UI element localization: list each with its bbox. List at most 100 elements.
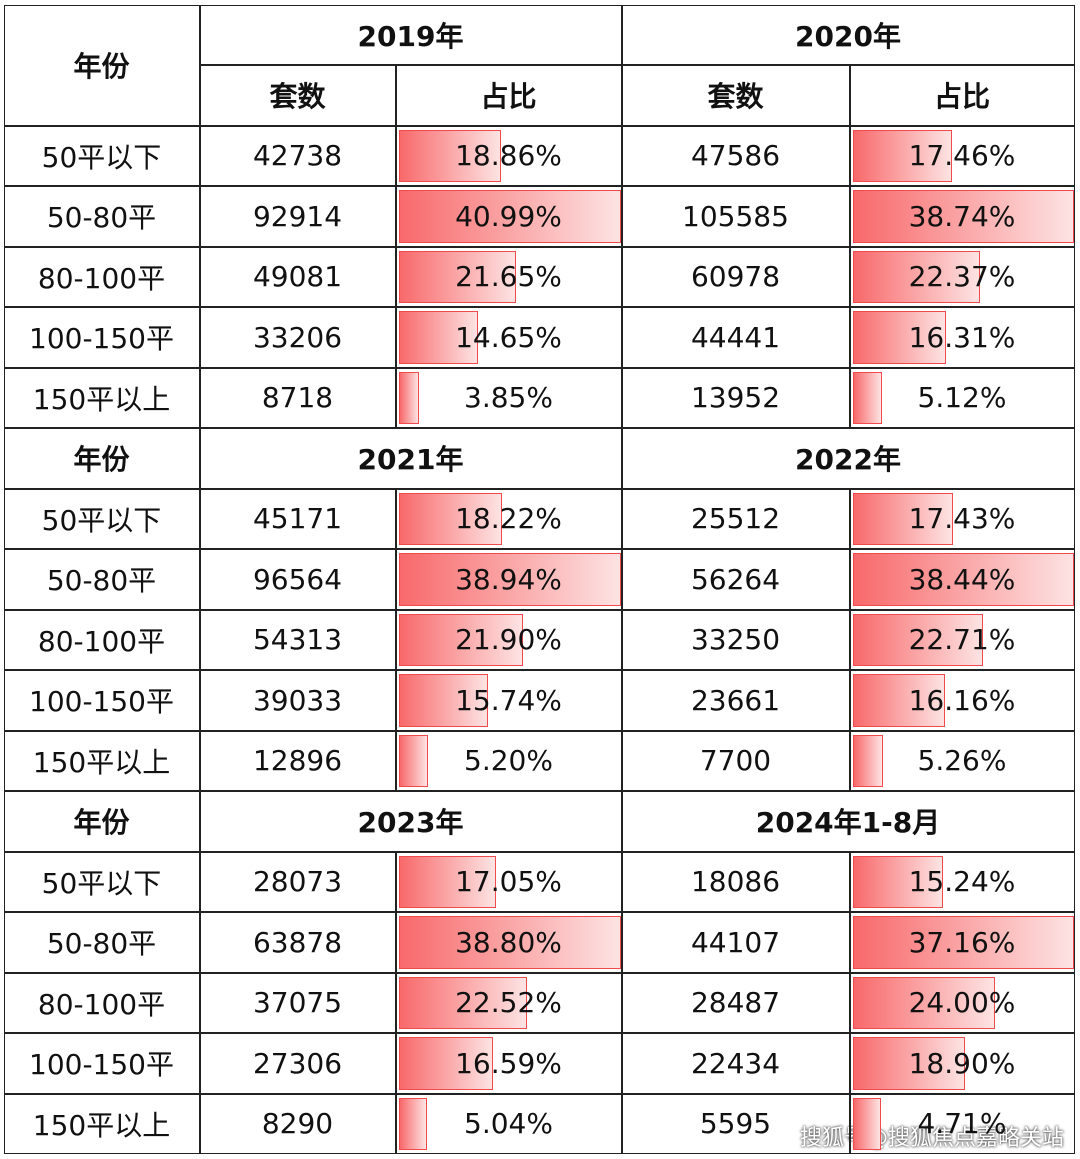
count: 28073	[199, 851, 396, 912]
share-cell: 15.74%	[395, 670, 622, 731]
share-label: 37.16%	[908, 925, 1016, 959]
data-bar	[852, 492, 953, 545]
category: 50平以下	[3, 125, 200, 186]
share-label: 40.99%	[455, 199, 562, 233]
share-cell: 21.65%	[395, 246, 622, 307]
share-label: 3.85%	[464, 381, 553, 415]
data-bar	[852, 311, 946, 364]
share-cell: 16.31%	[849, 307, 1075, 368]
share-label: 38.44%	[908, 562, 1016, 596]
share-cell: 5.20%	[395, 730, 622, 791]
share-cell: 3.85%	[395, 367, 622, 428]
share-label: 38.94%	[455, 562, 562, 596]
count: 56264	[621, 549, 850, 610]
share-label: 16.31%	[908, 320, 1016, 354]
data-bar	[852, 1097, 881, 1150]
share-cell: 22.71%	[849, 609, 1075, 670]
count: 63878	[199, 912, 396, 973]
share-cell: 14.65%	[395, 307, 622, 368]
data-bar	[852, 674, 946, 727]
count: 39033	[199, 670, 396, 731]
period-title: 2019年	[199, 4, 622, 65]
count: 33250	[621, 609, 850, 670]
count: 18086	[621, 851, 850, 912]
data-bar	[852, 371, 882, 424]
data-bar	[398, 553, 621, 606]
share-cell: 17.43%	[849, 488, 1075, 549]
share-label: 5.20%	[464, 744, 553, 778]
share-label: 22.71%	[908, 623, 1016, 657]
share-cell: 18.86%	[395, 125, 622, 186]
category: 100-150平	[3, 670, 200, 731]
watermark: 搜狐号@搜狐焦点嘉略关站	[800, 1126, 1065, 1151]
category: 50平以下	[3, 851, 200, 912]
share-cell: 24.00%	[849, 972, 1075, 1033]
share-cell: 5.12%	[849, 367, 1075, 428]
data-bar	[852, 855, 944, 908]
header-label: 年份	[3, 4, 200, 126]
share-label: 38.80%	[455, 925, 562, 959]
period-title: 2020年	[621, 4, 1075, 65]
share-label: 17.05%	[455, 865, 562, 899]
period-title: 2024年1-8月	[621, 791, 1075, 852]
category: 50-80平	[3, 912, 200, 973]
count: 23661	[621, 670, 850, 731]
category: 80-100平	[3, 246, 200, 307]
share-cell: 5.04%	[395, 1093, 622, 1154]
share-cell: 22.52%	[395, 972, 622, 1033]
share-cell: 38.44%	[849, 549, 1075, 610]
data-bar	[398, 855, 497, 908]
count: 92914	[199, 186, 396, 247]
category: 80-100平	[3, 972, 200, 1033]
share-label: 14.65%	[455, 320, 562, 354]
count: 8718	[199, 367, 396, 428]
share-label: 16.59%	[455, 1046, 562, 1080]
count: 54313	[199, 609, 396, 670]
share-cell: 22.37%	[849, 246, 1075, 307]
count: 47586	[621, 125, 850, 186]
category: 50-80平	[3, 186, 200, 247]
share-label: 17.46%	[908, 139, 1016, 173]
count: 44441	[621, 307, 850, 368]
data-bar	[852, 129, 953, 182]
share-cell: 21.90%	[395, 609, 622, 670]
share-label: 18.22%	[455, 502, 562, 536]
share-cell: 38.80%	[395, 912, 622, 973]
count: 96564	[199, 549, 396, 610]
share-label: 38.74%	[908, 199, 1016, 233]
data-bar	[398, 250, 516, 303]
data-bar	[852, 916, 1074, 969]
share-label: 4.71%	[917, 1107, 1007, 1141]
share-cell: 37.16%	[849, 912, 1075, 973]
share-label: 5.12%	[917, 381, 1007, 415]
share-label: 5.26%	[917, 744, 1007, 778]
data-bar	[852, 976, 996, 1029]
period-title: 2023年	[199, 791, 622, 852]
share-label: 22.37%	[908, 260, 1016, 294]
count: 49081	[199, 246, 396, 307]
share-cell: 18.90%	[849, 1033, 1075, 1094]
subheader: 套数	[199, 65, 396, 126]
data-bar	[852, 734, 883, 787]
data-bar	[852, 250, 981, 303]
subheader: 占比	[395, 65, 622, 126]
count: 5595	[621, 1093, 850, 1154]
count: 33206	[199, 307, 396, 368]
share-cell: 17.46%	[849, 125, 1075, 186]
data-bar	[398, 311, 478, 364]
share-label: 5.04%	[464, 1107, 553, 1141]
count: 37075	[199, 972, 396, 1033]
share-label: 16.16%	[908, 683, 1016, 717]
share-label: 18.90%	[908, 1046, 1016, 1080]
data-bar	[852, 613, 984, 666]
share-label: 15.24%	[908, 865, 1016, 899]
count: 60978	[621, 246, 850, 307]
count: 25512	[621, 488, 850, 549]
data-bar	[398, 674, 489, 727]
count: 22434	[621, 1033, 850, 1094]
share-cell: 38.94%	[395, 549, 622, 610]
category: 50-80平	[3, 549, 200, 610]
data-bar	[398, 916, 621, 969]
category: 100-150平	[3, 307, 200, 368]
